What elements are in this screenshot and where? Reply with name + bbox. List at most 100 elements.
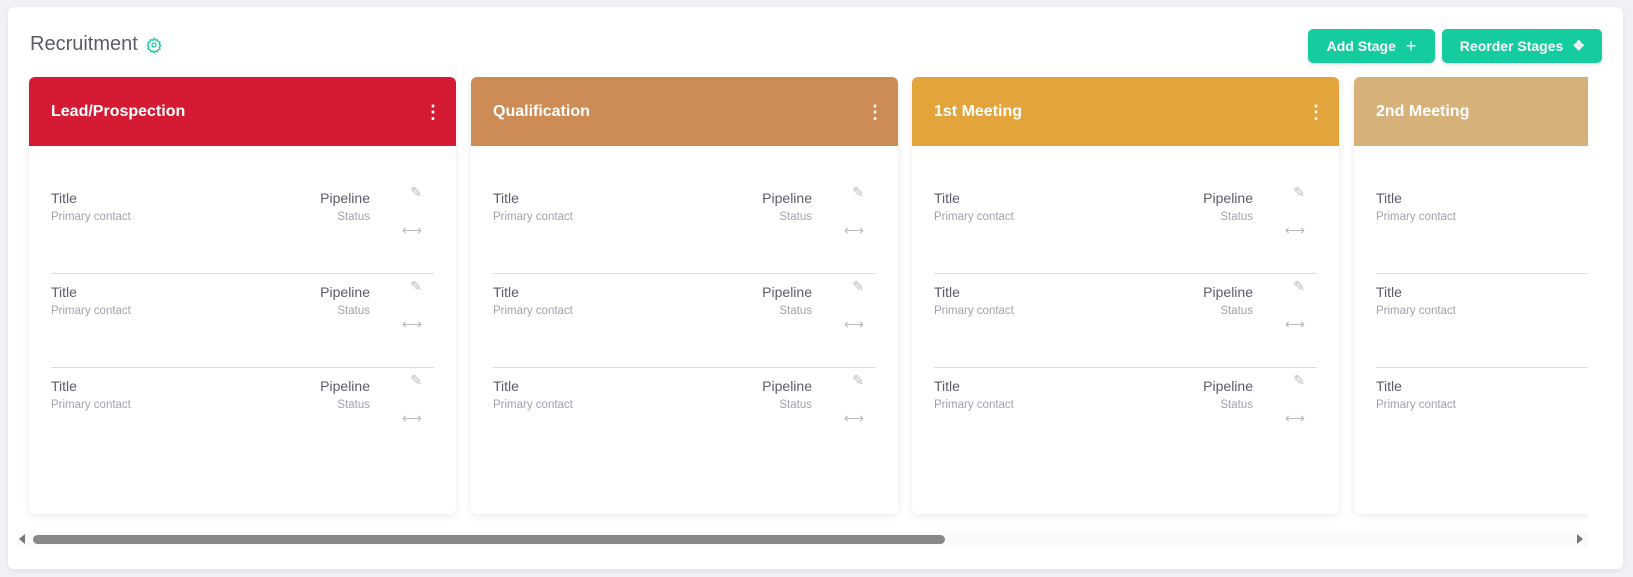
- move-horizontal-icon[interactable]: ⟷: [843, 316, 864, 332]
- stage-name: Qualification: [493, 102, 590, 120]
- stage-header: Lead/Prospection ⋮: [29, 77, 456, 146]
- card-title: Title: [51, 378, 77, 394]
- page-title: Recruitment: [30, 33, 162, 56]
- card-status: Status: [337, 211, 370, 223]
- move-icon: ✥: [1573, 38, 1585, 53]
- scrollbar-thumb[interactable]: [33, 535, 945, 544]
- horizontal-scrollbar[interactable]: [18, 531, 1588, 547]
- stage-lane: Qualification ⋮ Title Primary contact Pi…: [471, 77, 898, 514]
- edit-icon[interactable]: ✎: [1293, 372, 1305, 388]
- deal-card[interactable]: Title Primary contact Pipeline Status ✎ …: [934, 180, 1317, 274]
- card-contact: Primary contact: [934, 399, 1014, 411]
- card-status: Status: [779, 305, 812, 317]
- edit-icon[interactable]: ✎: [1293, 278, 1305, 294]
- card-title: Title: [934, 190, 960, 206]
- deal-card[interactable]: Title Primary contact Pipeline Status ✎ …: [934, 274, 1317, 368]
- card-pipeline: Pipeline: [762, 378, 812, 394]
- deal-card[interactable]: Title Primary contact Pipeline Status ✎ …: [493, 180, 876, 274]
- move-horizontal-icon[interactable]: ⟷: [1284, 222, 1305, 238]
- stage-lane: 2nd Meeting Title Primary contact Title …: [1354, 77, 1588, 514]
- deal-card[interactable]: Title Primary contact Pipeline Status ✎ …: [51, 274, 434, 368]
- more-vertical-icon[interactable]: ⋮: [866, 101, 884, 122]
- card-pipeline: Pipeline: [762, 284, 812, 300]
- card-contact: Primary contact: [51, 211, 131, 223]
- edit-icon[interactable]: ✎: [852, 184, 864, 200]
- card-title: Title: [493, 284, 519, 300]
- card-status: Status: [779, 399, 812, 411]
- stage-header: 2nd Meeting: [1354, 77, 1588, 146]
- card-pipeline: Pipeline: [1203, 378, 1253, 394]
- scroll-right-arrow[interactable]: [1577, 534, 1583, 544]
- edit-icon[interactable]: ✎: [410, 372, 422, 388]
- move-horizontal-icon[interactable]: ⟷: [843, 410, 864, 426]
- add-stage-button[interactable]: Add Stage +: [1308, 29, 1435, 63]
- card-pipeline: Pipeline: [1203, 284, 1253, 300]
- more-vertical-icon[interactable]: ⋮: [1307, 101, 1325, 122]
- deal-card[interactable]: Title Primary contact Pipeline Status ✎ …: [934, 368, 1317, 462]
- deal-card[interactable]: Title Primary contact: [1376, 274, 1588, 368]
- card-status: Status: [779, 211, 812, 223]
- card-contact: Primary contact: [51, 399, 131, 411]
- card-contact: Primary contact: [51, 305, 131, 317]
- card-title: Title: [1376, 378, 1402, 394]
- card-status: Status: [337, 305, 370, 317]
- move-horizontal-icon[interactable]: ⟷: [843, 222, 864, 238]
- move-horizontal-icon[interactable]: ⟷: [1284, 316, 1305, 332]
- deal-card[interactable]: Title Primary contact: [1376, 180, 1588, 274]
- deal-card[interactable]: Title Primary contact Pipeline Status ✎ …: [51, 368, 434, 462]
- card-contact: Primary contact: [1376, 211, 1456, 223]
- card-pipeline: Pipeline: [320, 378, 370, 394]
- scroll-left-arrow[interactable]: [19, 534, 25, 544]
- card-status: Status: [1220, 399, 1253, 411]
- edit-icon[interactable]: ✎: [1293, 184, 1305, 200]
- card-pipeline: Pipeline: [762, 190, 812, 206]
- plus-icon: +: [1405, 35, 1417, 56]
- card-title: Title: [934, 284, 960, 300]
- edit-icon[interactable]: ✎: [410, 184, 422, 200]
- card-contact: Primary contact: [1376, 305, 1456, 317]
- card-pipeline: Pipeline: [1203, 190, 1253, 206]
- stage-header: Qualification ⋮: [471, 77, 898, 146]
- edit-icon[interactable]: ✎: [852, 372, 864, 388]
- add-stage-label: Add Stage: [1326, 38, 1396, 54]
- card-contact: Primary contact: [934, 211, 1014, 223]
- stage-lane: Lead/Prospection ⋮ Title Primary contact…: [29, 77, 456, 514]
- card-status: Status: [1220, 305, 1253, 317]
- card-title: Title: [493, 378, 519, 394]
- edit-icon[interactable]: ✎: [410, 278, 422, 294]
- card-title: Title: [1376, 284, 1402, 300]
- reorder-stages-button[interactable]: Reorder Stages ✥: [1442, 29, 1602, 63]
- page-title-text: Recruitment: [30, 33, 138, 55]
- card-pipeline: Pipeline: [320, 190, 370, 206]
- stage-name: Lead/Prospection: [51, 102, 186, 120]
- card-status: Status: [1220, 211, 1253, 223]
- deal-card[interactable]: Title Primary contact: [1376, 368, 1588, 462]
- card-title: Title: [1376, 190, 1402, 206]
- card-title: Title: [493, 190, 519, 206]
- reorder-stages-label: Reorder Stages: [1459, 38, 1564, 54]
- move-horizontal-icon[interactable]: ⟷: [401, 316, 422, 332]
- stage-lane: 1st Meeting ⋮ Title Primary contact Pipe…: [912, 77, 1339, 514]
- lanes-container: Lead/Prospection ⋮ Title Primary contact…: [20, 77, 1588, 527]
- stage-header: 1st Meeting ⋮: [912, 77, 1339, 146]
- deal-card[interactable]: Title Primary contact Pipeline Status ✎ …: [493, 274, 876, 368]
- deal-card[interactable]: Title Primary contact Pipeline Status ✎ …: [51, 180, 434, 274]
- gear-icon[interactable]: [146, 36, 162, 53]
- card-status: Status: [337, 399, 370, 411]
- edit-icon[interactable]: ✎: [852, 278, 864, 294]
- stage-name: 2nd Meeting: [1376, 102, 1470, 120]
- card-title: Title: [51, 284, 77, 300]
- card-contact: Primary contact: [493, 399, 573, 411]
- card-pipeline: Pipeline: [320, 284, 370, 300]
- deal-card[interactable]: Title Primary contact Pipeline Status ✎ …: [493, 368, 876, 462]
- move-horizontal-icon[interactable]: ⟷: [401, 222, 422, 238]
- card-contact: Primary contact: [934, 305, 1014, 317]
- stage-name: 1st Meeting: [934, 102, 1023, 120]
- card-contact: Primary contact: [493, 305, 573, 317]
- more-vertical-icon[interactable]: ⋮: [424, 101, 442, 122]
- move-horizontal-icon[interactable]: ⟷: [401, 410, 422, 426]
- move-horizontal-icon[interactable]: ⟷: [1284, 410, 1305, 426]
- card-contact: Primary contact: [1376, 399, 1456, 411]
- card-title: Title: [51, 190, 77, 206]
- card-contact: Primary contact: [493, 211, 573, 223]
